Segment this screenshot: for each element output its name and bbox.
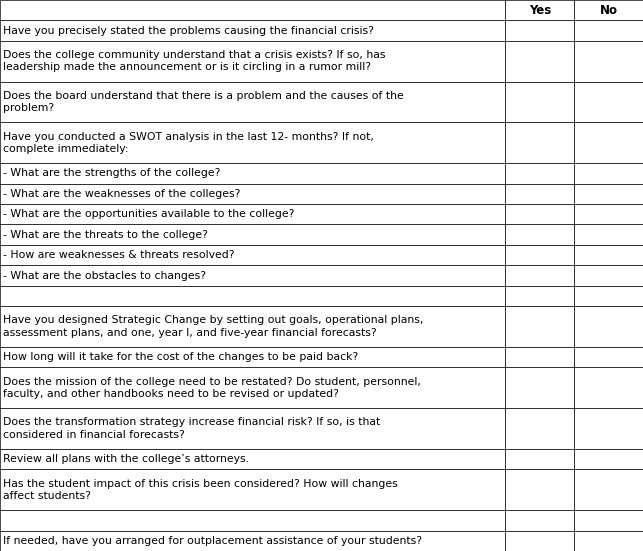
Bar: [0, 224, 505, 245]
Text: Have you designed Strategic Change by setting out goals, operational plans,
asse: Have you designed Strategic Change by se…: [3, 315, 423, 338]
Bar: [574, 41, 643, 82]
Bar: [0, 347, 505, 368]
Bar: [0, 20, 505, 41]
Text: - What are the opportunities available to the college?: - What are the opportunities available t…: [3, 209, 294, 219]
Bar: [505, 286, 574, 306]
Bar: [574, 82, 643, 122]
Text: - What are the obstacles to changes?: - What are the obstacles to changes?: [3, 271, 206, 280]
Bar: [0, 408, 505, 449]
Bar: [505, 204, 574, 224]
Bar: [574, 368, 643, 408]
Text: Review all plans with the college’s attorneys.: Review all plans with the college’s atto…: [3, 454, 249, 464]
Bar: [505, 347, 574, 368]
Text: Does the transformation strategy increase financial risk? If so, is that
conside: Does the transformation strategy increas…: [3, 417, 380, 440]
Bar: [574, 347, 643, 368]
Bar: [505, 531, 574, 551]
Bar: [574, 122, 643, 163]
Text: - What are the weaknesses of the colleges?: - What are the weaknesses of the college…: [3, 189, 240, 199]
Bar: [574, 183, 643, 204]
Text: Have you precisely stated the problems causing the financial crisis?: Have you precisely stated the problems c…: [3, 25, 374, 36]
Bar: [574, 531, 643, 551]
Text: How long will it take for the cost of the changes to be paid back?: How long will it take for the cost of th…: [3, 352, 358, 362]
Bar: [505, 82, 574, 122]
Bar: [574, 306, 643, 347]
Text: - What are the strengths of the college?: - What are the strengths of the college?: [3, 169, 221, 179]
Bar: [0, 122, 505, 163]
Bar: [505, 41, 574, 82]
Bar: [505, 224, 574, 245]
Bar: [505, 122, 574, 163]
Text: Has the student impact of this crisis been considered? How will changes
affect s: Has the student impact of this crisis be…: [3, 479, 398, 501]
Text: If needed, have you arranged for outplacement assistance of your students?: If needed, have you arranged for outplac…: [3, 536, 422, 546]
Bar: [574, 510, 643, 531]
Bar: [0, 286, 505, 306]
Bar: [0, 469, 505, 510]
Bar: [505, 265, 574, 286]
Bar: [505, 163, 574, 183]
Bar: [0, 449, 505, 469]
Bar: [0, 531, 505, 551]
Bar: [505, 306, 574, 347]
Bar: [574, 449, 643, 469]
Bar: [0, 510, 505, 531]
Text: Does the college community understand that a crisis exists? If so, has
leadershi: Does the college community understand th…: [3, 50, 386, 72]
Bar: [505, 469, 574, 510]
Bar: [0, 163, 505, 183]
Bar: [574, 286, 643, 306]
Bar: [0, 82, 505, 122]
Bar: [574, 245, 643, 265]
Bar: [0, 0, 505, 20]
Bar: [574, 265, 643, 286]
Text: Have you conducted a SWOT analysis in the last 12- months? If not,
complete imme: Have you conducted a SWOT analysis in th…: [3, 132, 374, 154]
Bar: [574, 224, 643, 245]
Bar: [0, 41, 505, 82]
Bar: [505, 449, 574, 469]
Bar: [505, 510, 574, 531]
Bar: [505, 183, 574, 204]
Bar: [505, 408, 574, 449]
Bar: [574, 163, 643, 183]
Bar: [505, 20, 574, 41]
Bar: [0, 204, 505, 224]
Bar: [0, 368, 505, 408]
Text: Does the mission of the college need to be restated? Do student, personnel,
facu: Does the mission of the college need to …: [3, 376, 421, 399]
Bar: [574, 0, 643, 20]
Bar: [0, 306, 505, 347]
Text: No: No: [600, 4, 617, 17]
Bar: [574, 20, 643, 41]
Bar: [505, 368, 574, 408]
Text: Yes: Yes: [529, 4, 551, 17]
Bar: [574, 204, 643, 224]
Bar: [574, 469, 643, 510]
Text: - What are the threats to the college?: - What are the threats to the college?: [3, 230, 208, 240]
Text: - How are weaknesses & threats resolved?: - How are weaknesses & threats resolved?: [3, 250, 235, 260]
Bar: [505, 0, 574, 20]
Bar: [0, 183, 505, 204]
Text: Does the board understand that there is a problem and the causes of the
problem?: Does the board understand that there is …: [3, 91, 404, 114]
Bar: [0, 265, 505, 286]
Bar: [574, 408, 643, 449]
Bar: [0, 245, 505, 265]
Bar: [505, 245, 574, 265]
